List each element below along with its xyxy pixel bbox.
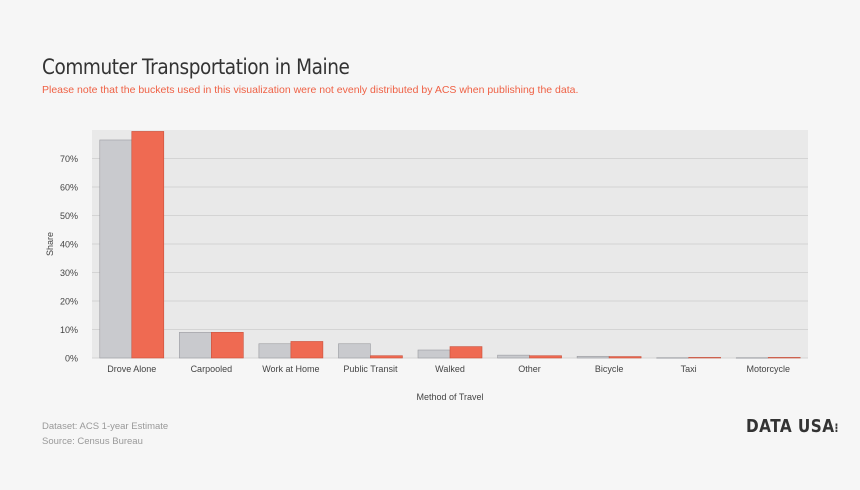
data-usa-logo[interactable]: DATA USA⁝ <box>746 416 839 437</box>
bar-taxi-series-1[interactable] <box>656 357 689 359</box>
y-tick-label: 20% <box>60 297 78 307</box>
bar-motorcycle-series-1[interactable] <box>735 357 769 359</box>
x-tick-label: Public Transit <box>343 364 398 374</box>
y-tick-label: 30% <box>60 268 78 278</box>
x-tick-label: Motorcycle <box>746 364 790 374</box>
bar-bicycle-series-1[interactable] <box>576 355 610 359</box>
bar-walked-series-1[interactable] <box>417 349 451 359</box>
y-tick-label: 10% <box>60 325 78 335</box>
y-tick-label: 70% <box>60 154 78 164</box>
x-tick-label: Bicycle <box>595 364 624 374</box>
x-axis-ticks: Drove Alone Carpooled Work at Home Public T… <box>107 364 790 374</box>
chart-footer: Dataset: ACS 1-year Estimate Source: Cen… <box>42 419 168 449</box>
x-tick-label: Work at Home <box>262 364 319 374</box>
x-tick-label: Carpooled <box>191 364 233 374</box>
y-tick-label: 0% <box>65 354 78 364</box>
source-label: Source: Census Bureau <box>42 436 143 447</box>
bar-public-transit-series-1[interactable] <box>338 343 371 359</box>
bar-motorcycle-series-2[interactable] <box>767 357 801 359</box>
y-tick-label: 40% <box>60 240 78 250</box>
bar-public-transit-series-2[interactable] <box>370 355 403 359</box>
y-tick-label: 60% <box>60 183 78 193</box>
bar-work-at-home-series-1[interactable] <box>258 343 292 359</box>
y-axis-ticks: 0% 10% 20% 30% 40% 50% 60% 70% <box>60 154 78 364</box>
logo-dots-icon: ⁝ <box>834 421 839 435</box>
bar-taxi-series-2[interactable] <box>688 357 721 359</box>
bar-other-series-1[interactable] <box>497 354 530 359</box>
dataset-label: Dataset: ACS 1-year Estimate <box>42 421 169 432</box>
x-tick-label: Walked <box>435 364 465 374</box>
x-axis-label: Method of Travel <box>416 392 483 402</box>
chart-subtitle-note: Please note that the buckets used in thi… <box>42 84 579 96</box>
bar-other-series-2[interactable] <box>529 355 562 359</box>
chart-title: Commuter Transportation in Maine <box>42 55 350 79</box>
bar-drove-alone-series-1[interactable] <box>99 139 133 359</box>
x-tick-label: Other <box>518 364 541 374</box>
y-tick-label: 50% <box>60 211 78 221</box>
bar-walked-series-2[interactable] <box>449 346 483 359</box>
bars-group <box>99 131 801 359</box>
bar-work-at-home-series-2[interactable] <box>290 341 324 359</box>
y-axis-label: Share <box>45 232 55 256</box>
bar-carpooled-series-1[interactable] <box>179 332 212 359</box>
x-tick-label: Drove Alone <box>107 364 156 374</box>
x-tick-label: Taxi <box>681 364 697 374</box>
bar-drove-alone-series-2[interactable] <box>131 131 165 359</box>
bar-bicycle-series-2[interactable] <box>608 356 642 359</box>
logo-text: DATA USA <box>746 416 835 437</box>
bar-carpooled-series-2[interactable] <box>211 332 244 359</box>
